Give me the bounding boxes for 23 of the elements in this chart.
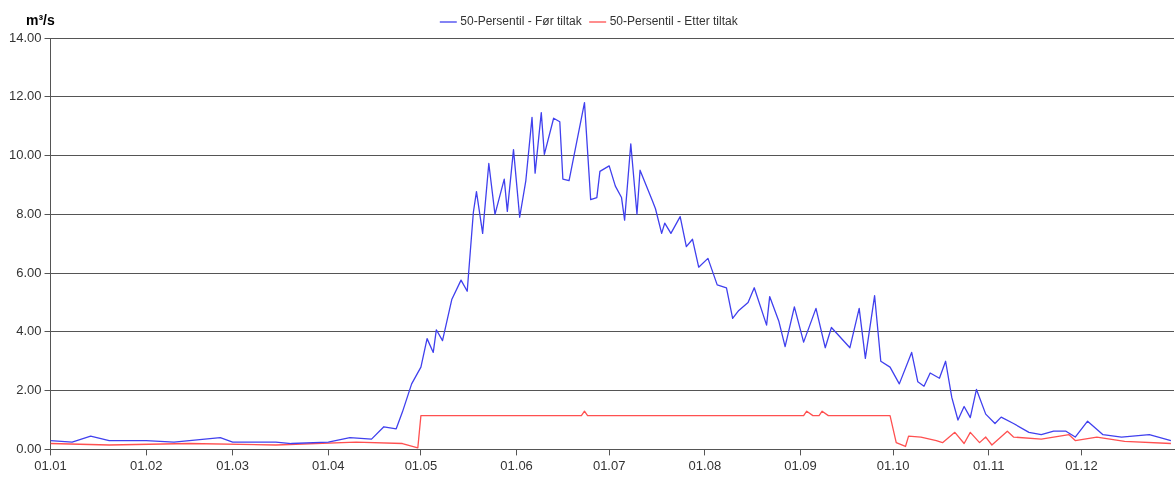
y-axis-title: m³/s: [26, 11, 55, 28]
x-tick-label: 01.11: [973, 457, 1005, 473]
x-tick-label: 01.03: [216, 457, 249, 473]
x-tick-label: 01.06: [500, 457, 533, 473]
x-tick-label: 01.12: [1065, 457, 1098, 473]
x-tick-label: 01.02: [129, 457, 163, 473]
y-tick-label: 6.00: [16, 264, 42, 280]
y-tick-label: 0.00: [16, 440, 42, 456]
x-tick-label: 01.07: [592, 457, 626, 473]
y-tick-label: 2.00: [16, 382, 42, 398]
x-tick-label: 01.09: [784, 457, 817, 473]
x-tick-label: 01.08: [688, 457, 722, 473]
y-tick-label: 4.00: [16, 323, 42, 339]
y-tick-label: 8.00: [16, 205, 42, 221]
x-tick-label: 01.04: [312, 457, 345, 473]
y-tick-label: 10.00: [8, 147, 42, 163]
y-tick-label: 14.00: [8, 29, 42, 45]
x-tick-label: 01.05: [404, 457, 438, 473]
x-tick-label: 01.01: [34, 457, 67, 473]
y-tick-label: 12.00: [8, 88, 42, 104]
x-tick-label: 01.10: [876, 457, 910, 473]
legend-label: 50-Persentil - Før tiltak: [460, 14, 583, 29]
legend-label: 50-Persentil - Etter tiltak: [609, 14, 739, 29]
